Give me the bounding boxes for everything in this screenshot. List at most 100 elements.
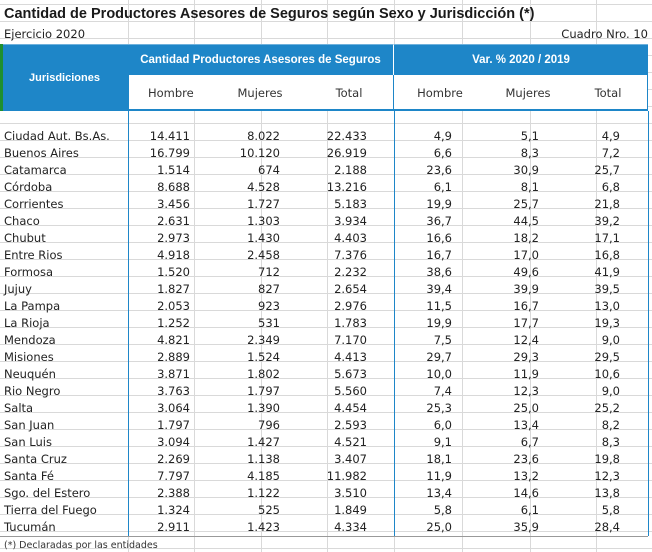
- table-row[interactable]: La Rioja 1.252 531 1.783 19,9 17,7 19,3: [0, 315, 652, 332]
- cell-var-mujeres[interactable]: 12,3: [513, 384, 539, 398]
- subheader-var-total[interactable]: Total: [594, 86, 622, 100]
- cell-var-total[interactable]: 9,0: [601, 333, 620, 347]
- cell-var-hombre[interactable]: 10,0: [426, 367, 452, 381]
- cell-var-total[interactable]: 12,3: [594, 469, 620, 483]
- cell-hombre[interactable]: 1.252: [157, 316, 190, 330]
- cell-var-mujeres[interactable]: 25,7: [513, 197, 539, 211]
- cell-jurisdiccion[interactable]: Entre Rios: [4, 248, 63, 262]
- cell-var-mujeres[interactable]: 29,3: [513, 350, 539, 364]
- cell-var-total[interactable]: 13,0: [594, 299, 620, 313]
- table-row[interactable]: Formosa 1.520 712 2.232 38,6 49,6 41,9: [0, 264, 652, 281]
- cell-hombre[interactable]: 14.411: [149, 129, 190, 143]
- table-row[interactable]: Entre Rios 4.918 2.458 7.376 16,7 17,0 16,8: [0, 247, 652, 264]
- cell-total[interactable]: 5.183: [334, 197, 367, 211]
- cell-total[interactable]: 2.593: [334, 418, 367, 432]
- cell-jurisdiccion[interactable]: Salta: [4, 401, 34, 415]
- cell-hombre[interactable]: 4.918: [157, 248, 190, 262]
- cell-hombre[interactable]: 1.520: [157, 265, 190, 279]
- header-jurisdicciones[interactable]: Jurisdiciones: [0, 44, 128, 111]
- table-row[interactable]: Tucumán 2.911 1.423 4.334 25,0 35,9 28,4: [0, 519, 652, 536]
- cell-hombre[interactable]: 3.871: [157, 367, 190, 381]
- cell-mujeres[interactable]: 531: [258, 316, 280, 330]
- cell-mujeres[interactable]: 1.802: [247, 367, 280, 381]
- cell-var-hombre[interactable]: 36,7: [426, 214, 452, 228]
- table-row[interactable]: Sgo. del Estero 2.388 1.122 3.510 13,4 14,6 13…: [0, 485, 652, 502]
- cell-var-total[interactable]: 21,8: [594, 197, 620, 211]
- cell-var-mujeres[interactable]: 49,6: [513, 265, 539, 279]
- cell-mujeres[interactable]: 2.458: [247, 248, 280, 262]
- cell-var-hombre[interactable]: 4,9: [433, 129, 452, 143]
- cell-jurisdiccion[interactable]: Buenos Aires: [4, 146, 79, 160]
- cell-var-hombre[interactable]: 5,8: [433, 503, 452, 517]
- cell-jurisdiccion[interactable]: La Pampa: [4, 299, 61, 313]
- cell-jurisdiccion[interactable]: Misiones: [4, 350, 54, 364]
- subheader-hombre[interactable]: Hombre: [148, 86, 194, 100]
- cell-var-mujeres[interactable]: 14,6: [513, 486, 539, 500]
- cell-mujeres[interactable]: 2.349: [247, 333, 280, 347]
- cell-var-hombre[interactable]: 6,1: [433, 180, 452, 194]
- cell-mujeres[interactable]: 1.524: [247, 350, 280, 364]
- cell-hombre[interactable]: 2.631: [157, 214, 190, 228]
- cell-total[interactable]: 22.433: [326, 129, 367, 143]
- cell-total[interactable]: 2.188: [334, 163, 367, 177]
- cell-total[interactable]: 3.407: [334, 452, 367, 466]
- cell-mujeres[interactable]: 8.022: [247, 129, 280, 143]
- cell-hombre[interactable]: 2.911: [157, 520, 190, 534]
- cell-jurisdiccion[interactable]: Sgo. del Estero: [4, 486, 91, 500]
- cell-var-total[interactable]: 7,2: [601, 146, 620, 160]
- cell-var-mujeres[interactable]: 30,9: [513, 163, 539, 177]
- cell-jurisdiccion[interactable]: La Rioja: [4, 316, 50, 330]
- cell-var-total[interactable]: 25,2: [594, 401, 620, 415]
- table-row[interactable]: Neuquén 3.871 1.802 5.673 10,0 11,9 10,6: [0, 366, 652, 383]
- table-row[interactable]: Santa Fé 7.797 4.185 11.982 11,9 13,2 12,3: [0, 468, 652, 485]
- cell-hombre[interactable]: 8.688: [157, 180, 190, 194]
- cell-total[interactable]: 5.673: [334, 367, 367, 381]
- cell-total[interactable]: 26.919: [326, 146, 367, 160]
- cell-total[interactable]: 4.521: [334, 435, 367, 449]
- cell-var-total[interactable]: 39,5: [594, 282, 620, 296]
- cell-total[interactable]: 4.454: [334, 401, 367, 415]
- cell-var-mujeres[interactable]: 25,0: [513, 401, 539, 415]
- cell-var-hombre[interactable]: 23,6: [426, 163, 452, 177]
- cell-jurisdiccion[interactable]: Tierra del Fuego: [4, 503, 97, 517]
- cell-var-mujeres[interactable]: 12,4: [513, 333, 539, 347]
- table-row[interactable]: Misiones 2.889 1.524 4.413 29,7 29,3 29,5: [0, 349, 652, 366]
- cell-total[interactable]: 2.654: [334, 282, 367, 296]
- subheader-var-hombre[interactable]: Hombre: [417, 86, 463, 100]
- cell-hombre[interactable]: 1.324: [157, 503, 190, 517]
- cell-hombre[interactable]: 7.797: [157, 469, 190, 483]
- cell-hombre[interactable]: 3.064: [157, 401, 190, 415]
- cell-var-total[interactable]: 19,8: [594, 452, 620, 466]
- cell-hombre[interactable]: 1.797: [157, 418, 190, 432]
- cell-var-total[interactable]: 6,8: [601, 180, 620, 194]
- cell-var-hombre[interactable]: 16,6: [426, 231, 452, 245]
- cell-var-hombre[interactable]: 25,3: [426, 401, 452, 415]
- cell-var-mujeres[interactable]: 13,2: [513, 469, 539, 483]
- cell-total[interactable]: 1.783: [334, 316, 367, 330]
- table-row[interactable]: San Luis 3.094 1.427 4.521 9,1 6,7 8,3: [0, 434, 652, 451]
- cell-var-hombre[interactable]: 13,4: [426, 486, 452, 500]
- cell-mujeres[interactable]: 1.138: [247, 452, 280, 466]
- cell-jurisdiccion[interactable]: Catamarca: [4, 163, 67, 177]
- table-row[interactable]: La Pampa 2.053 923 2.976 11,5 16,7 13,0: [0, 298, 652, 315]
- cell-mujeres[interactable]: 674: [258, 163, 280, 177]
- cell-var-total[interactable]: 19,3: [594, 316, 620, 330]
- cell-jurisdiccion[interactable]: Santa Fé: [4, 469, 54, 483]
- cell-var-total[interactable]: 41,9: [594, 265, 620, 279]
- cell-var-hombre[interactable]: 7,5: [433, 333, 452, 347]
- cell-total[interactable]: 2.976: [334, 299, 367, 313]
- cell-jurisdiccion[interactable]: Mendoza: [4, 333, 56, 347]
- cell-var-mujeres[interactable]: 13,4: [513, 418, 539, 432]
- cell-jurisdiccion[interactable]: Córdoba: [4, 180, 53, 194]
- cell-mujeres[interactable]: 1.303: [247, 214, 280, 228]
- cell-var-total[interactable]: 16,8: [594, 248, 620, 262]
- cell-var-hombre[interactable]: 7,4: [433, 384, 452, 398]
- subheader-var-mujeres[interactable]: Mujeres: [505, 86, 551, 100]
- cell-jurisdiccion[interactable]: Rio Negro: [4, 384, 61, 398]
- cell-hombre[interactable]: 3.763: [157, 384, 190, 398]
- cell-total[interactable]: 2.232: [334, 265, 367, 279]
- subheader-total[interactable]: Total: [335, 86, 363, 100]
- cell-var-hombre[interactable]: 6,6: [433, 146, 452, 160]
- cell-var-mujeres[interactable]: 16,7: [513, 299, 539, 313]
- cell-mujeres[interactable]: 712: [258, 265, 280, 279]
